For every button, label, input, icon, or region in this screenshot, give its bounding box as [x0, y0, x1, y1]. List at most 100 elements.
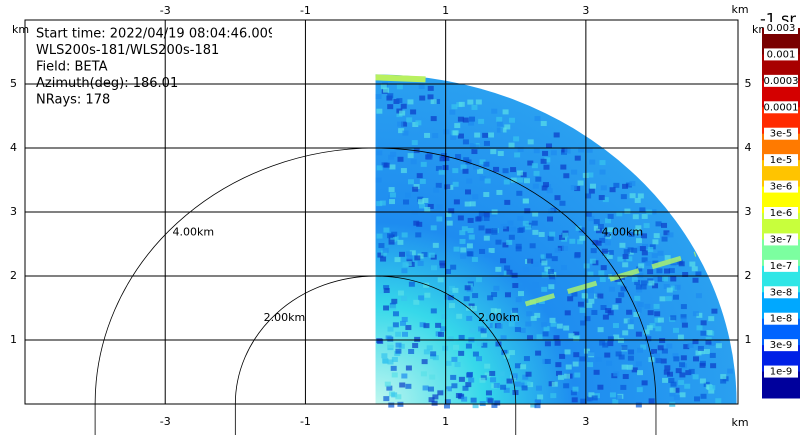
speckle [472, 194, 479, 200]
speckle [620, 384, 627, 390]
speckle [626, 309, 633, 315]
speckle [569, 238, 576, 244]
speckle [522, 220, 529, 226]
speckle [691, 266, 698, 272]
speckle [609, 187, 616, 193]
speckle [657, 250, 664, 256]
speckle [427, 94, 434, 100]
speckle [540, 121, 547, 127]
speckle [450, 374, 457, 380]
speckle [480, 375, 487, 381]
speckle [517, 215, 524, 221]
speckle [395, 394, 402, 400]
speckle [422, 198, 429, 204]
speckle [418, 199, 425, 205]
speckle [680, 304, 687, 310]
speckle [591, 395, 598, 401]
speckle [652, 239, 659, 245]
speckle [405, 261, 412, 267]
speckle [616, 211, 623, 217]
speckle [376, 108, 383, 114]
speckle [635, 238, 642, 244]
speckle [573, 331, 580, 337]
x-axis-label: km [731, 416, 748, 429]
speckle [533, 170, 540, 176]
speckle [432, 242, 439, 248]
speckle [501, 349, 508, 355]
speckle [479, 248, 486, 254]
speckle [523, 178, 530, 184]
speckle [699, 378, 706, 384]
speckle [502, 109, 509, 115]
speckle [473, 144, 480, 150]
speckle [572, 386, 579, 392]
speckle [532, 211, 539, 217]
speckle [669, 387, 676, 393]
speckle [475, 99, 482, 105]
speckle [388, 239, 395, 245]
speckle [692, 277, 699, 283]
speckle [547, 235, 554, 241]
speckle [540, 257, 547, 263]
speckle [570, 390, 577, 396]
speckle [458, 101, 465, 107]
speckle [383, 287, 390, 293]
speckle [635, 402, 642, 408]
speckle [666, 343, 673, 349]
speckle [447, 336, 454, 342]
speckle [613, 371, 620, 377]
speckle [424, 206, 431, 212]
speckle [622, 374, 629, 380]
speckle [503, 179, 510, 185]
speckle [443, 403, 450, 409]
speckle [534, 403, 541, 409]
speckle [588, 351, 595, 357]
speckle [601, 248, 608, 254]
speckle [484, 252, 491, 258]
x-tick-label: 3 [582, 4, 589, 17]
speckle [397, 239, 404, 245]
y-tick-label: 3 [745, 205, 752, 218]
speckle [553, 335, 560, 341]
speckle [550, 272, 557, 278]
speckle [400, 320, 407, 326]
speckle [397, 121, 404, 127]
speckle [493, 285, 500, 291]
speckle [659, 296, 666, 302]
speckle [389, 164, 396, 170]
speckle [510, 177, 517, 183]
speckle [674, 284, 681, 290]
speckle [464, 201, 471, 207]
speckle [487, 295, 494, 301]
speckle [637, 347, 644, 353]
speckle [457, 215, 464, 221]
speckle [430, 354, 437, 360]
speckle [541, 286, 548, 292]
speckle [430, 116, 437, 122]
speckle [583, 263, 590, 269]
speckle [649, 244, 656, 250]
speckle [511, 310, 518, 316]
speckle [692, 339, 699, 345]
speckle [410, 109, 417, 115]
speckle [518, 291, 525, 297]
speckle [542, 182, 549, 188]
speckle [399, 251, 406, 257]
speckle [588, 216, 595, 222]
speckle [485, 390, 492, 396]
y-tick-label: 2 [10, 269, 17, 282]
speckle [548, 208, 555, 214]
speckle [670, 381, 677, 387]
speckle [627, 247, 634, 253]
speckle [430, 265, 437, 271]
speckle [387, 93, 394, 99]
speckle [437, 277, 444, 283]
speckle [631, 367, 638, 373]
speckle [656, 268, 663, 274]
speckle [501, 380, 508, 386]
speckle [615, 298, 622, 304]
y-tick-label: 2 [745, 269, 752, 282]
speckle [407, 153, 414, 159]
speckle [504, 292, 511, 298]
speckle [440, 326, 447, 332]
